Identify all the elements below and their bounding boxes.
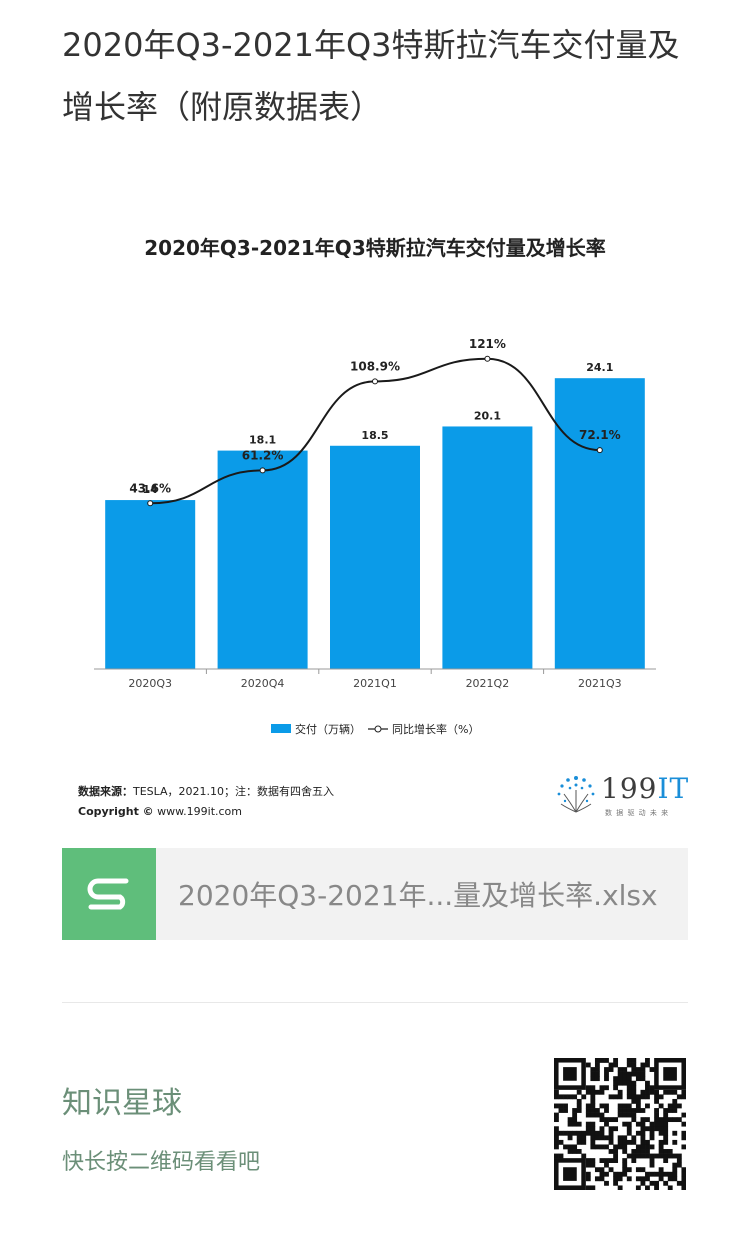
brand-tagline: 数 据 驱 动 未 来 (605, 809, 670, 817)
source-label: 数据来源： (78, 785, 133, 798)
legend-line-label: 同比增长率（%） (392, 722, 479, 736)
growth-point-2021Q2 (484, 355, 491, 362)
promo-title: 知识星球 (62, 1086, 182, 1121)
bar-2021Q1 (330, 445, 420, 669)
legend-line-marker (374, 725, 382, 733)
copyright-label: Copyright © (78, 805, 154, 818)
bar-label-2021Q2: 20.1 (474, 409, 501, 422)
growth-point-2020Q4 (259, 467, 266, 474)
x-tick-label-2020Q3: 2020Q3 (128, 677, 172, 690)
bar-label-2020Q3: 14 (143, 483, 159, 496)
bar-2020Q4 (217, 450, 308, 669)
growth-label-2020Q4: 61.2% (242, 448, 284, 462)
x-tick-label-2020Q4: 2020Q4 (241, 677, 285, 690)
bar-2020Q3 (105, 500, 196, 669)
source-text: TESLA，2021.10；注：数据有四舍五入 (133, 785, 335, 798)
growth-label-2021Q3: 72.1% (579, 428, 621, 442)
brand-letters: IT (657, 772, 690, 805)
legend-bar-label: 交付（万辆） (295, 722, 361, 736)
x-tick-label-2021Q1: 2021Q1 (353, 677, 397, 690)
x-tick-label-2021Q2: 2021Q2 (466, 677, 510, 690)
growth-label-2021Q2: 121% (469, 337, 506, 351)
bar-label-2021Q3: 24.1 (586, 361, 613, 374)
growth-point-2021Q3 (596, 447, 603, 454)
brand-logo: 199IT 数 据 驱 动 未 来 (553, 772, 688, 822)
chart-title: 2020年Q3-2021年Q3特斯拉汽车交付量及增长率 (144, 236, 605, 260)
bar-2021Q2 (442, 426, 533, 669)
article-title: 2020年Q3-2021年Q3特斯拉汽车交付量及增长率（附原数据表） (62, 26, 680, 126)
source-site: www.199it.com (157, 805, 243, 818)
chart-image: 2020年Q3-2021年Q3特斯拉汽车交付量及增长率 14 18.1 18.5 20… (62, 200, 688, 830)
attachment-file-card[interactable]: 2020年Q3-2021年...量及增长率.xlsx (62, 848, 688, 940)
brand-name: 199IT (601, 772, 689, 805)
promo-subtitle: 快长按二维码看看吧 (62, 1150, 261, 1175)
spreadsheet-s-icon (62, 848, 156, 940)
divider (62, 1002, 688, 1003)
brand-digits: 199 (601, 772, 658, 805)
growth-point-2021Q1 (372, 378, 378, 385)
bar-label-2020Q4: 18.1 (249, 434, 276, 447)
bar-2021Q3 (554, 378, 645, 669)
qr-code-icon[interactable] (554, 1058, 687, 1191)
legend-bar-swatch (271, 724, 291, 733)
x-tick-label-2021Q3: 2021Q3 (578, 677, 622, 690)
attachment-file-name[interactable]: 2020年Q3-2021年...量及增长率.xlsx (178, 879, 658, 912)
chart-svg: 2020年Q3-2021年Q3特斯拉汽车交付量及增长率 14 18.1 18.5 20… (94, 236, 656, 736)
source-note: 数据来源：TESLA，2021.10；注：数据有四舍五入 Copyright ©… (78, 782, 334, 822)
growth-point-2020Q3 (147, 500, 154, 507)
growth-label-2021Q1: 108.9% (350, 359, 400, 373)
growth-label-2020Q3: 43.6% (129, 481, 171, 495)
bar-label-2021Q1: 18.5 (361, 429, 388, 442)
dandelion-logo-icon (557, 776, 595, 813)
